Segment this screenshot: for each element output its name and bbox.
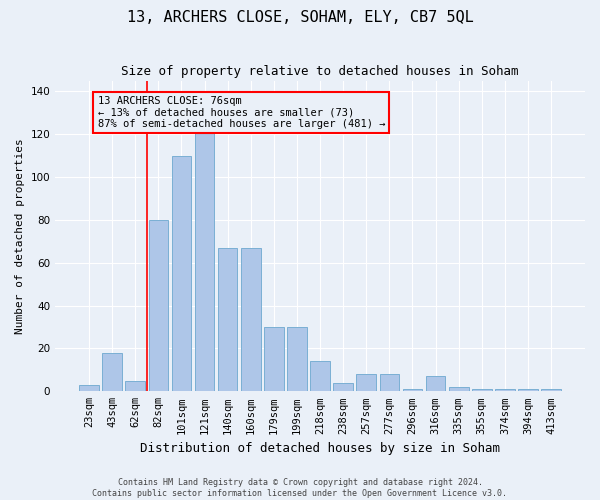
Y-axis label: Number of detached properties: Number of detached properties xyxy=(15,138,25,334)
Title: Size of property relative to detached houses in Soham: Size of property relative to detached ho… xyxy=(121,65,519,78)
Bar xyxy=(449,387,469,392)
Bar xyxy=(79,385,99,392)
Bar xyxy=(356,374,376,392)
Bar xyxy=(403,389,422,392)
Text: 13 ARCHERS CLOSE: 76sqm
← 13% of detached houses are smaller (73)
87% of semi-de: 13 ARCHERS CLOSE: 76sqm ← 13% of detache… xyxy=(98,96,385,130)
Bar xyxy=(195,132,214,392)
Bar xyxy=(149,220,168,392)
Bar xyxy=(518,389,538,392)
Bar xyxy=(287,327,307,392)
Bar xyxy=(241,248,260,392)
X-axis label: Distribution of detached houses by size in Soham: Distribution of detached houses by size … xyxy=(140,442,500,455)
Bar xyxy=(426,376,445,392)
Bar xyxy=(380,374,399,392)
Bar xyxy=(125,380,145,392)
Bar xyxy=(218,248,238,392)
Bar xyxy=(264,327,284,392)
Bar xyxy=(472,389,491,392)
Text: Contains HM Land Registry data © Crown copyright and database right 2024.
Contai: Contains HM Land Registry data © Crown c… xyxy=(92,478,508,498)
Bar xyxy=(172,156,191,392)
Text: 13, ARCHERS CLOSE, SOHAM, ELY, CB7 5QL: 13, ARCHERS CLOSE, SOHAM, ELY, CB7 5QL xyxy=(127,10,473,25)
Bar xyxy=(495,389,515,392)
Bar xyxy=(103,352,122,392)
Bar xyxy=(334,382,353,392)
Bar xyxy=(310,362,330,392)
Bar xyxy=(541,389,561,392)
